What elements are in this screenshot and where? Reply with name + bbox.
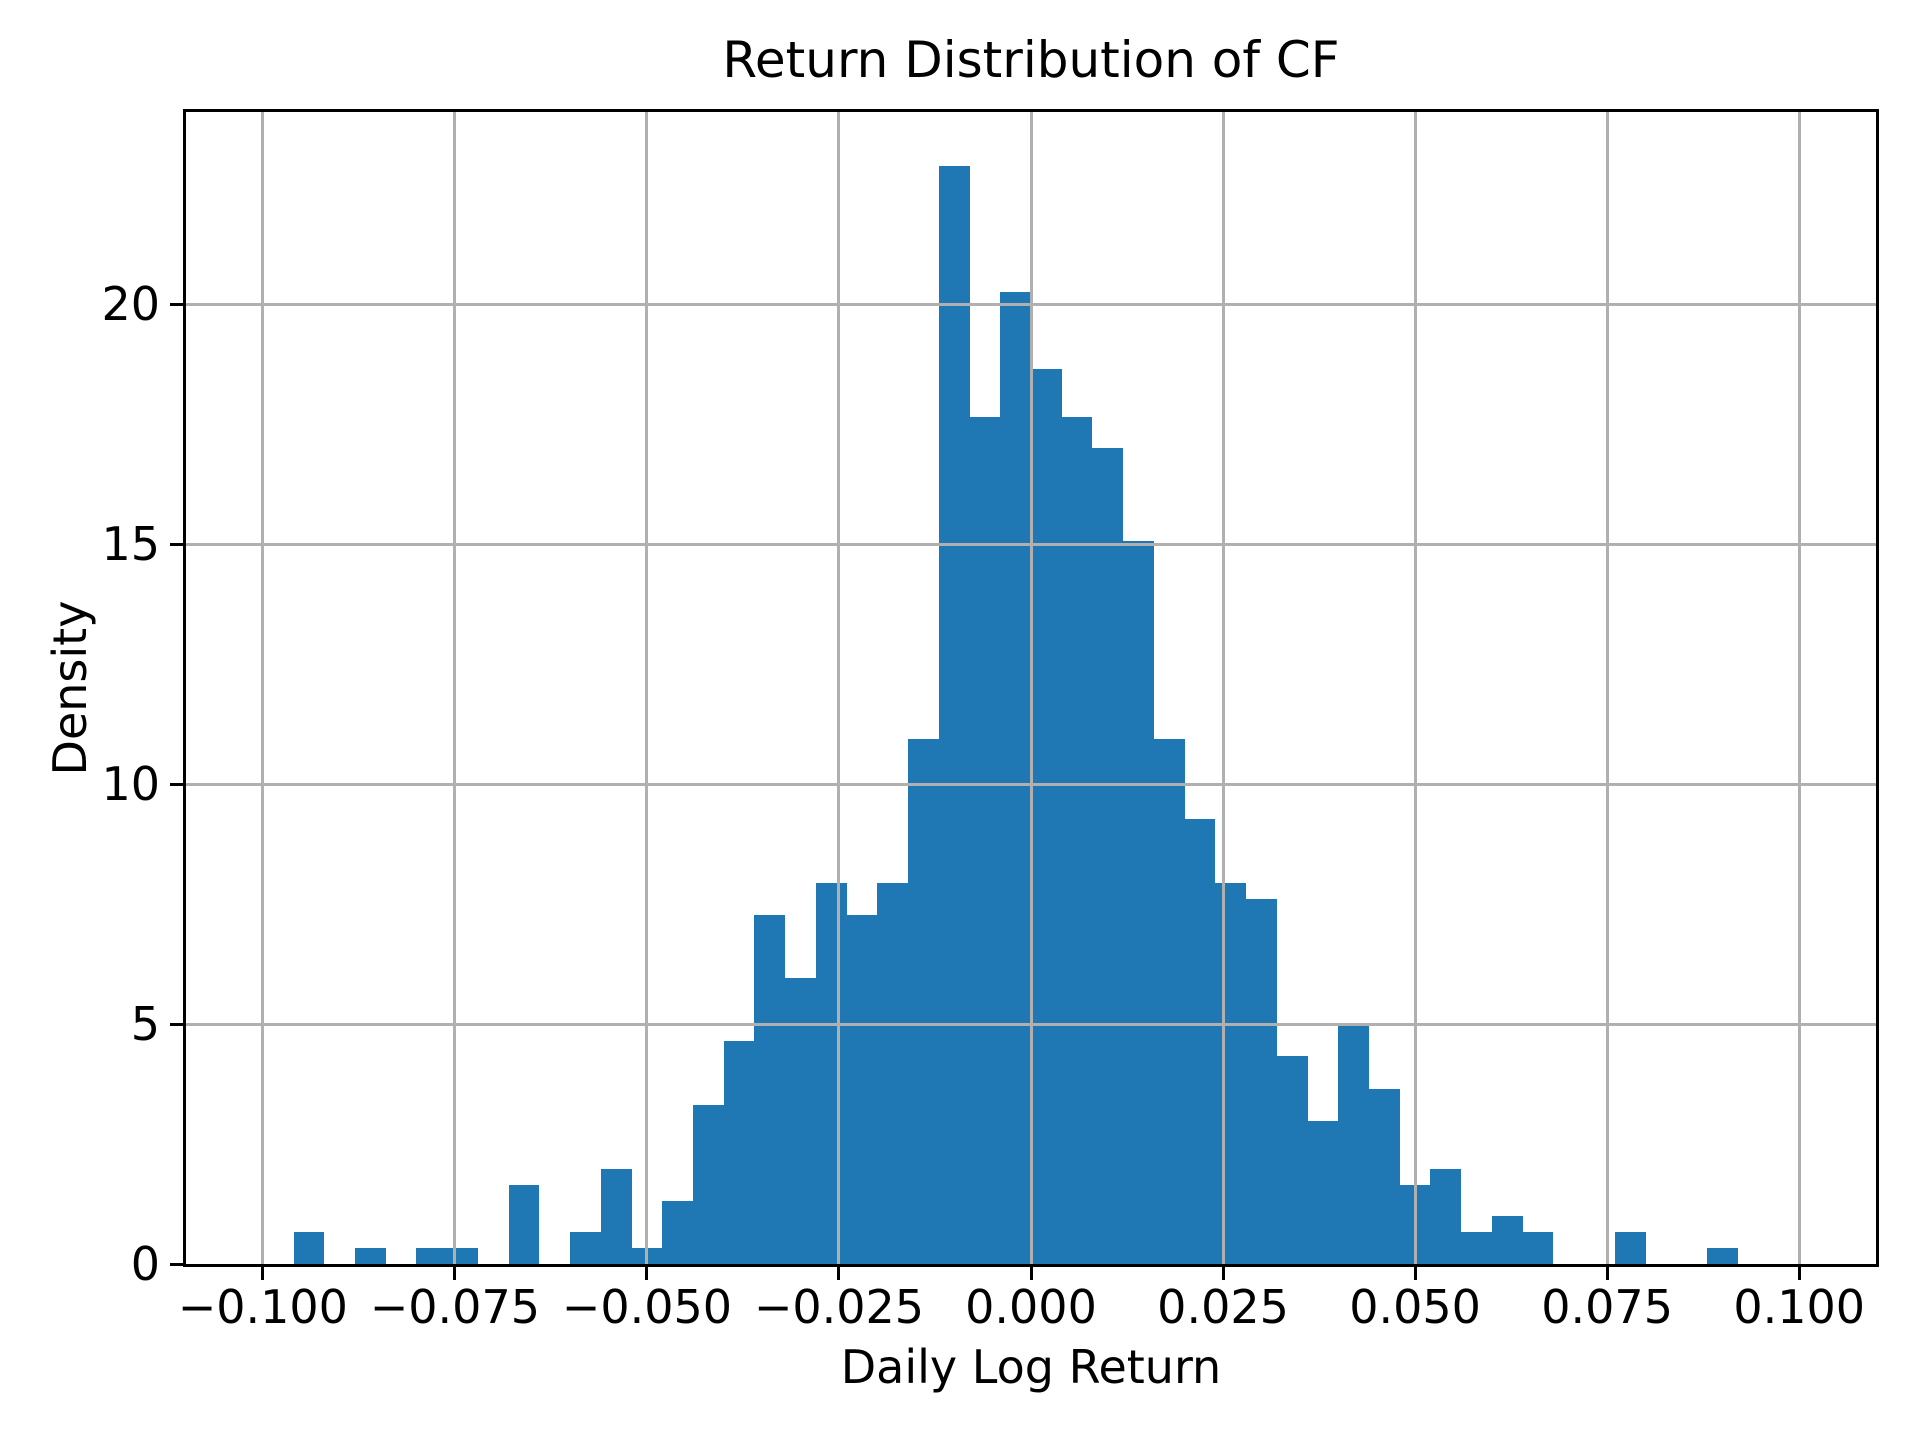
histogram-bar <box>1061 417 1093 1264</box>
histogram-bar <box>1307 1120 1339 1264</box>
histogram-bar <box>877 882 909 1264</box>
x-tick <box>1413 1267 1417 1280</box>
y-tick <box>170 782 183 786</box>
y-tick-label: 10 <box>101 757 160 811</box>
histogram-bar <box>1491 1216 1523 1264</box>
y-tick-label: 0 <box>130 1237 160 1291</box>
x-gridline <box>1797 112 1801 1264</box>
x-tick-label: 0.100 <box>1733 1280 1866 1334</box>
histogram-bar <box>416 1248 448 1264</box>
histogram-bar <box>600 1168 632 1264</box>
histogram-bar <box>1338 1025 1369 1264</box>
y-gridline <box>186 1022 1876 1026</box>
x-axis-label: Daily Log Return <box>840 1340 1222 1394</box>
x-tick <box>1605 1267 1609 1280</box>
x-tick-label: −0.100 <box>177 1280 348 1334</box>
histogram-bar <box>723 1041 755 1264</box>
x-tick-label: 0.000 <box>965 1280 1097 1334</box>
histogram-bar <box>1276 1056 1308 1264</box>
histogram-bar <box>1184 819 1216 1264</box>
x-gridline <box>1221 112 1225 1264</box>
y-tick-label: 5 <box>130 997 160 1051</box>
x-gridline <box>1029 112 1033 1264</box>
histogram-bar <box>1092 448 1124 1264</box>
y-tick <box>170 1262 183 1266</box>
histogram-bar <box>1153 739 1185 1264</box>
histogram-bar <box>1123 540 1154 1264</box>
histogram-bar <box>293 1232 325 1264</box>
histogram-bar <box>693 1105 724 1264</box>
plot-area <box>183 109 1879 1267</box>
histogram-bar <box>969 417 1001 1264</box>
histogram-bar <box>1461 1232 1492 1264</box>
y-tick-label: 20 <box>101 277 160 331</box>
x-gridline <box>1605 112 1609 1264</box>
y-gridline <box>186 782 1876 786</box>
y-gridline <box>186 302 1876 306</box>
histogram-bar <box>785 977 816 1264</box>
y-axis-label: Density <box>43 600 97 776</box>
histogram-bar <box>1215 882 1247 1264</box>
histogram-bar <box>1369 1089 1400 1264</box>
y-tick <box>170 302 183 306</box>
histogram-bar <box>508 1184 540 1264</box>
histogram-bar <box>938 166 970 1264</box>
x-tick <box>1797 1267 1801 1280</box>
x-tick-label: 0.075 <box>1541 1280 1673 1334</box>
x-tick <box>645 1267 649 1280</box>
histogram-bar <box>908 739 939 1264</box>
histogram-bar <box>846 914 878 1264</box>
y-tick <box>170 1022 183 1026</box>
histogram-bar <box>1246 898 1277 1264</box>
x-tick-label: 0.025 <box>1157 1280 1289 1334</box>
x-tick <box>453 1267 457 1280</box>
x-tick-label: −0.050 <box>561 1280 733 1334</box>
bars-layer <box>186 112 1876 1264</box>
histogram-bar <box>1522 1232 1554 1264</box>
x-tick-label: 0.050 <box>1349 1280 1481 1334</box>
x-gridline <box>837 112 841 1264</box>
x-tick <box>837 1267 841 1280</box>
histogram-bar <box>1707 1248 1738 1264</box>
histogram-bar <box>570 1232 601 1264</box>
histogram-bar <box>662 1200 693 1264</box>
x-tick-label: −0.075 <box>369 1280 540 1334</box>
histogram-bar <box>815 882 847 1264</box>
histogram-bar <box>355 1248 386 1264</box>
x-gridline <box>1413 112 1417 1264</box>
histogram-bar <box>1031 368 1062 1264</box>
x-tick-label: −0.025 <box>753 1280 925 1334</box>
y-tick <box>170 542 183 546</box>
chart-title: Return Distribution of CF <box>722 31 1340 89</box>
histogram-bar <box>1000 291 1031 1264</box>
histogram-bar <box>1430 1168 1462 1264</box>
x-gridline <box>261 112 265 1264</box>
histogram-bar <box>1614 1232 1646 1264</box>
y-gridline <box>186 542 1876 546</box>
grid-layer <box>186 112 1876 1264</box>
x-tick <box>1221 1267 1225 1280</box>
x-tick <box>261 1267 265 1280</box>
x-gridline <box>453 112 457 1264</box>
y-tick-label: 15 <box>101 517 160 571</box>
x-tick <box>1029 1267 1033 1280</box>
histogram-bar <box>754 914 786 1264</box>
x-gridline <box>645 112 649 1264</box>
